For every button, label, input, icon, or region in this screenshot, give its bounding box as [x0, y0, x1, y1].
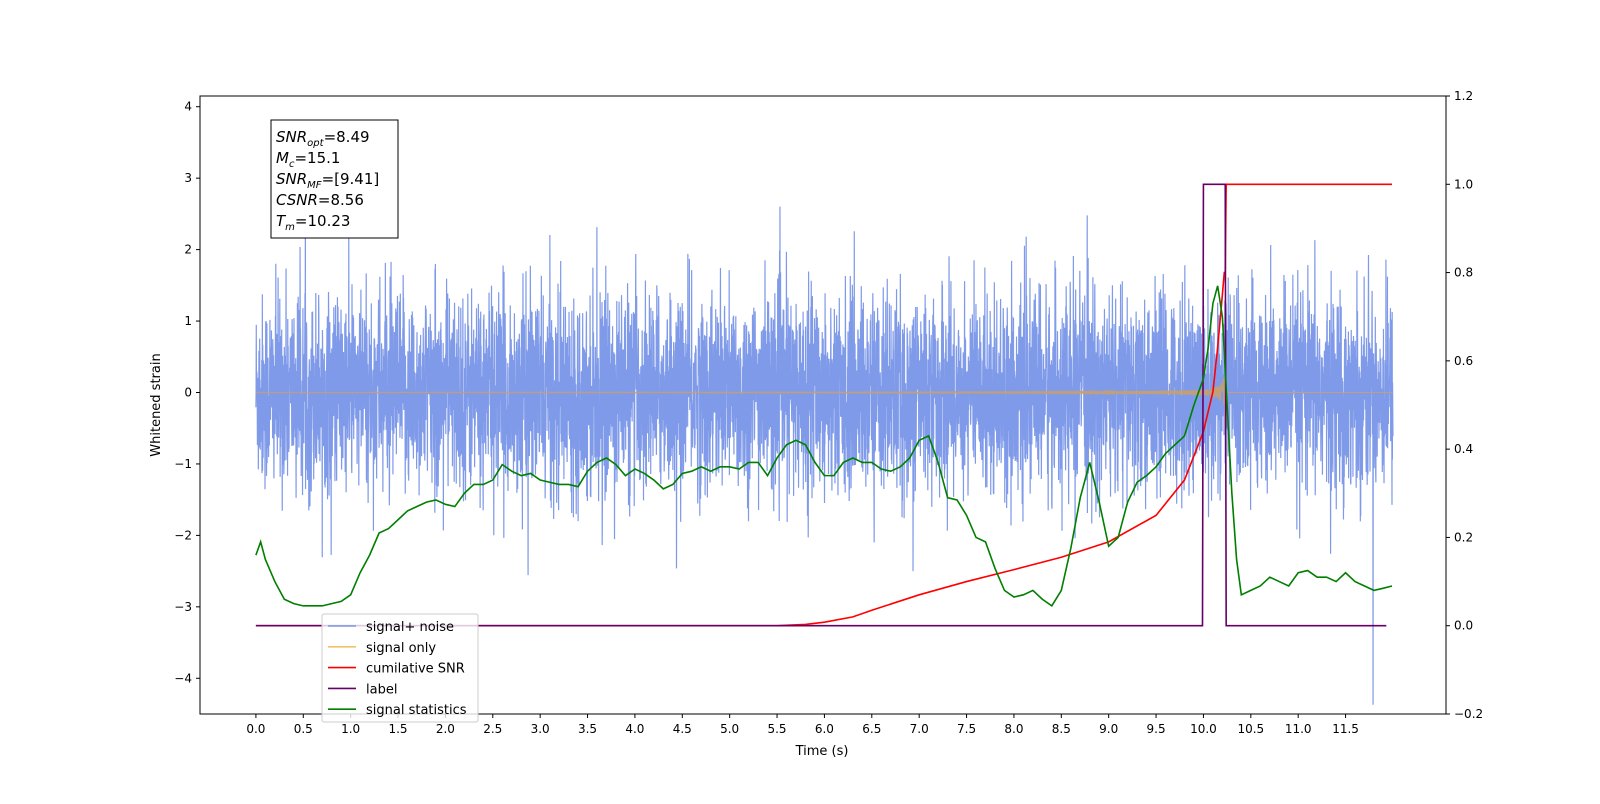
x-axis-label: Time (s) — [795, 744, 849, 759]
y-right-tick-label: 1.2 — [1454, 89, 1473, 103]
x-tick-label: 8.0 — [1004, 722, 1023, 736]
x-tick-label: 9.0 — [1099, 722, 1118, 736]
x-tick-label: 11.5 — [1332, 722, 1359, 736]
series-label — [255, 183, 1387, 627]
x-tick-label: 0.5 — [294, 722, 313, 736]
x-tick-label: 5.5 — [767, 722, 786, 736]
x-tick-label: 9.5 — [1147, 722, 1166, 736]
x-tick-label: 7.0 — [910, 722, 929, 736]
series-signal-statistics — [255, 285, 1393, 607]
series-cumulative-snr — [255, 183, 1392, 627]
y-left-tick-label: −4 — [174, 671, 192, 685]
annotation-frame — [270, 119, 399, 239]
y-left-tick-label: −1 — [174, 457, 192, 471]
legend-entry: signal statistics — [366, 703, 467, 718]
legend-entry: signal+ noise — [366, 620, 454, 635]
y-right-tick-label: −0.2 — [1454, 707, 1483, 721]
annotation-line: Tm=10.23 — [276, 212, 350, 233]
x-tick-label: 8.5 — [1052, 722, 1071, 736]
y-right-tick-label: 0.8 — [1454, 266, 1473, 280]
series-layer — [255, 183, 1394, 705]
y-right-tick-label: 0.4 — [1454, 442, 1473, 456]
y-left-tick-label: 1 — [184, 314, 192, 328]
x-tick-label: 2.0 — [436, 722, 455, 736]
x-axis: 0.0 0.5 1.0 1.5 2.0 2.5 3.0 3.5 4.0 4.5 5.0 5.5 6.0 6… — [246, 714, 1359, 736]
legend-frame — [321, 613, 479, 723]
x-tick-label: 7.5 — [957, 722, 976, 736]
x-tick-label: 0.0 — [246, 722, 265, 736]
x-tick-label: 3.0 — [531, 722, 550, 736]
legend-entry: signal only — [366, 641, 436, 656]
x-tick-label: 1.5 — [388, 722, 407, 736]
x-tick-label: 4.0 — [625, 722, 644, 736]
x-tick-label: 2.5 — [483, 722, 502, 736]
y-axis-label: Whitened strain — [149, 353, 164, 456]
y-axis-right: −0.2 0.0 0.2 0.4 0.6 0.8 1.0 1.2 — [1446, 89, 1483, 721]
legend-entry: label — [366, 682, 397, 697]
plot-frame — [199, 95, 1447, 715]
legend: signal+ noise signal only cumilative SNR la… — [321, 613, 479, 723]
annotation-line: CSNR=8.56 — [276, 191, 364, 209]
legend-entry: cumilative SNR — [366, 662, 465, 677]
x-tick-label: 4.5 — [673, 722, 692, 736]
x-tick-label: 6.0 — [815, 722, 834, 736]
x-tick-label: 10.0 — [1190, 722, 1217, 736]
annotation-line: SNRopt=8.49 — [276, 128, 370, 149]
y-right-tick-label: 0.2 — [1454, 530, 1473, 544]
x-tick-label: 10.5 — [1237, 722, 1264, 736]
x-tick-label: 11.0 — [1285, 722, 1312, 736]
y-right-tick-label: 0.6 — [1454, 354, 1473, 368]
y-left-tick-label: 0 — [184, 385, 192, 399]
annotation-line: SNRMF=[9.41] — [276, 170, 379, 191]
y-left-tick-label: 3 — [184, 171, 192, 185]
annotation-line: Mc=15.1 — [276, 149, 340, 170]
x-tick-label: 3.5 — [578, 722, 597, 736]
y-left-tick-label: −2 — [174, 528, 192, 542]
x-tick-label: 5.0 — [720, 722, 739, 736]
y-left-tick-label: −3 — [174, 600, 192, 614]
x-tick-label: 1.0 — [341, 722, 360, 736]
y-right-tick-label: 0.0 — [1454, 619, 1473, 633]
y-right-tick-label: 1.0 — [1454, 177, 1473, 191]
y-left-tick-label: 2 — [184, 243, 192, 257]
y-axis-left: −4 −3 −2 −1 0 1 2 3 4 — [174, 100, 200, 685]
x-tick-label: 6.5 — [862, 722, 881, 736]
y-left-tick-label: 4 — [184, 100, 192, 114]
